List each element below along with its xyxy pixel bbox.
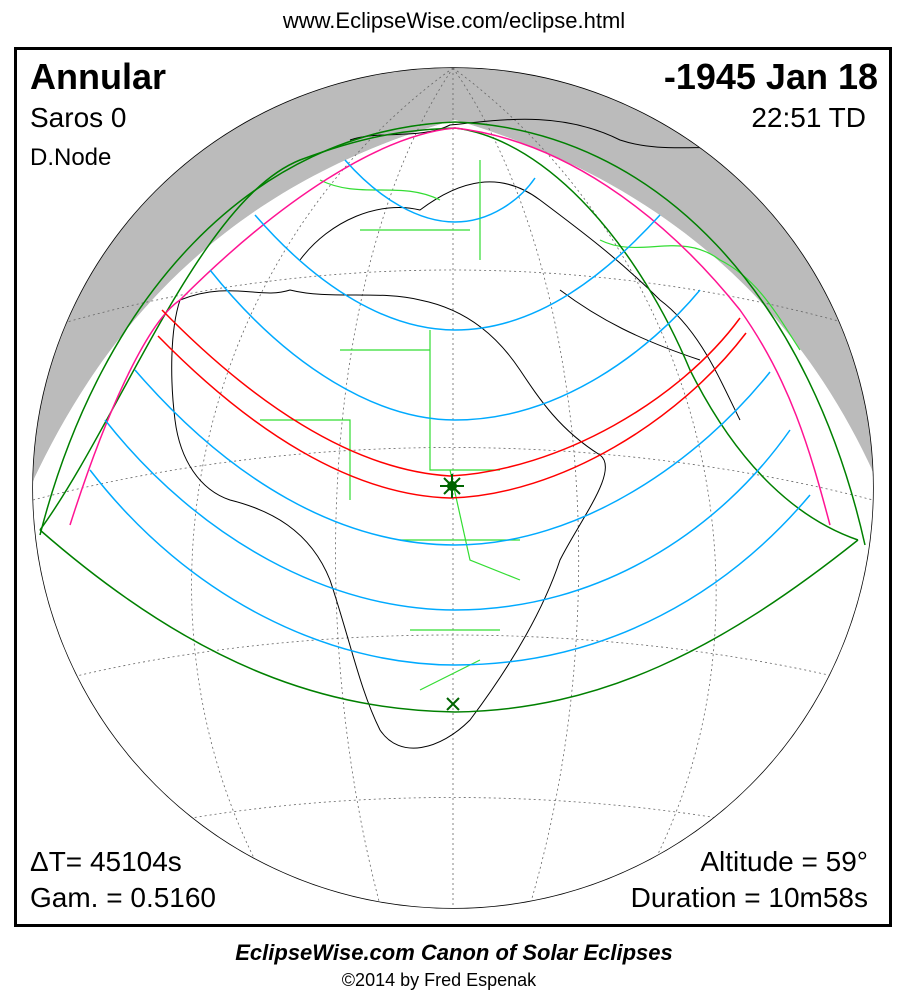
penumbral-limit-north [39,121,866,546]
gamma: Gam. = 0.5160 [30,882,217,913]
map-frame [14,47,892,927]
altitude: Altitude = 59° [700,846,868,877]
duration: Duration = 10m58s [630,882,868,913]
eclipse-type: Annular [30,56,167,97]
eclipse-date: -1945 Jan 18 [663,56,878,97]
subsolar-x-icon [446,697,460,711]
rise-set-west [39,127,456,531]
rise-set-curve [69,127,831,526]
greatest-eclipse-star-icon [440,474,464,498]
penumbral-limit-south [39,529,859,713]
rise-set-east [454,127,859,541]
source-url: www.EclipseWise.com/eclipse.html [282,8,626,33]
night-region [33,68,873,560]
eclipse-time: 22:51 TD [751,102,866,133]
magnitude-lines [89,159,811,666]
central-path-south [157,332,747,499]
copyright: ©2014 by Fred Espenak [341,970,537,990]
saros-number: Saros 0 [30,102,127,133]
node-label: D.Node [30,144,112,171]
delta-t: ΔT= 45104s [30,846,182,877]
canon-title: EclipseWise.com Canon of Solar Eclipses [235,940,673,965]
central-path-north [161,309,741,477]
